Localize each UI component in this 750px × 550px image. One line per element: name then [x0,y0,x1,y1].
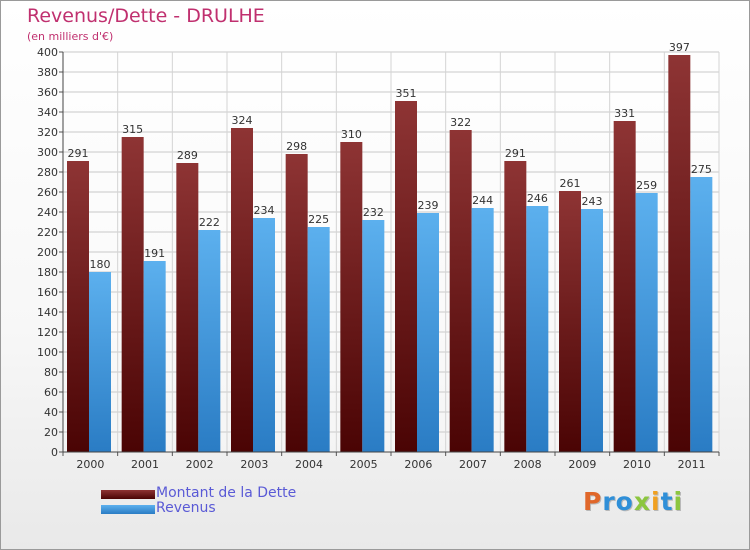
data-label-debt-2009: 261 [560,177,581,190]
logo-letter: x [633,487,651,516]
data-label-debt-2011: 397 [669,41,690,54]
y-tick-label: 300 [37,146,58,159]
logo-letter: o [615,487,634,516]
bar-debt-2000 [67,161,89,452]
bar-debt-2005 [340,142,363,452]
bar-debt-2003 [231,128,253,452]
bar-revenus-2004 [307,227,330,452]
data-label-revenus-2011: 275 [691,163,712,176]
data-label-revenus-2010: 259 [636,179,657,192]
logo-letter: i [651,487,661,516]
data-label-revenus-2000: 180 [90,258,111,271]
y-tick-label: 140 [37,306,58,319]
bar-debt-2008 [504,161,527,452]
data-label-debt-2003: 324 [232,114,253,127]
y-tick-label: 100 [37,346,58,359]
y-tick-label: 340 [37,106,58,119]
y-tick-label: 180 [37,266,58,279]
data-label-debt-2007: 322 [450,116,471,129]
bar-revenus-2011 [690,177,713,452]
x-tick-label: 2000 [76,458,104,471]
bar-revenus-2009 [581,209,603,452]
bar-revenus-2006 [417,213,439,452]
data-label-revenus-2009: 243 [582,195,603,208]
data-label-revenus-2006: 239 [418,199,439,212]
x-tick-label: 2008 [514,458,542,471]
logo-letter: P [583,487,603,516]
bar-revenus-2005 [362,220,385,452]
data-label-revenus-2003: 234 [254,204,275,217]
x-tick-label: 2009 [568,458,596,471]
x-tick-label: 2006 [404,458,432,471]
y-tick-label: 80 [44,366,58,379]
x-tick-label: 2011 [678,458,706,471]
legend-swatch-debt [101,490,155,499]
bar-debt-2001 [121,137,144,452]
y-tick-label: 400 [37,46,58,59]
y-tick-label: 160 [37,286,58,299]
bar-revenus-2002 [198,230,221,452]
data-label-debt-2001: 315 [122,123,143,136]
bar-debt-2002 [176,163,199,452]
data-label-revenus-2007: 244 [472,194,493,207]
x-tick-label: 2003 [240,458,268,471]
y-tick-label: 280 [37,166,58,179]
x-tick-label: 2007 [459,458,487,471]
bar-debt-2009 [559,191,581,452]
data-label-debt-2005: 310 [341,128,362,141]
bar-debt-2007 [449,130,472,452]
data-label-debt-2002: 289 [177,149,198,162]
y-tick-label: 320 [37,126,58,139]
y-tick-label: 240 [37,206,58,219]
x-tick-label: 2005 [350,458,378,471]
y-tick-label: 0 [51,446,58,459]
bar-revenus-2010 [635,193,658,452]
data-label-debt-2008: 291 [505,147,526,160]
chart-title: Revenus/Dette - DRULHE [27,5,265,27]
data-label-revenus-2005: 232 [363,206,384,219]
legend-label-debt: Montant de la Dette [156,485,297,501]
y-tick-label: 120 [37,326,58,339]
bar-debt-2011 [668,55,691,452]
bar-revenus-2007 [471,208,494,452]
data-label-debt-2010: 331 [614,107,635,120]
y-tick-label: 380 [37,66,58,79]
data-label-revenus-2008: 246 [527,192,548,205]
logo-letter: r [602,487,616,516]
y-tick-label: 20 [44,426,58,439]
proxiti-logo: Proxiti [583,487,683,516]
bar-revenus-2008 [526,206,549,452]
legend-label-revenus: Revenus [156,500,216,516]
data-label-debt-2006: 351 [396,87,417,100]
chart-subtitle: (en milliers d'€) [27,30,114,43]
y-tick-label: 200 [37,246,58,259]
y-tick-label: 360 [37,86,58,99]
data-label-debt-2000: 291 [68,147,89,160]
data-label-revenus-2001: 191 [144,247,165,260]
bar-debt-2010 [613,121,636,452]
legend-swatch-revenus [101,505,155,514]
y-tick-label: 60 [44,386,58,399]
y-tick-label: 220 [37,226,58,239]
bar-debt-2004 [285,154,308,452]
y-tick-label: 260 [37,186,58,199]
bar-revenus-2003 [253,218,275,452]
data-label-debt-2004: 298 [286,140,307,153]
x-tick-label: 2002 [186,458,214,471]
data-label-revenus-2002: 222 [199,216,220,229]
bar-debt-2006 [395,101,417,452]
x-tick-label: 2004 [295,458,323,471]
bar-revenus-2000 [89,272,111,452]
data-label-revenus-2004: 225 [308,213,329,226]
logo-letter: t [660,487,674,516]
x-tick-label: 2001 [131,458,159,471]
logo-letter: i [673,487,684,516]
bar-revenus-2001 [143,261,166,452]
y-tick-label: 40 [44,406,58,419]
x-tick-label: 2010 [623,458,651,471]
